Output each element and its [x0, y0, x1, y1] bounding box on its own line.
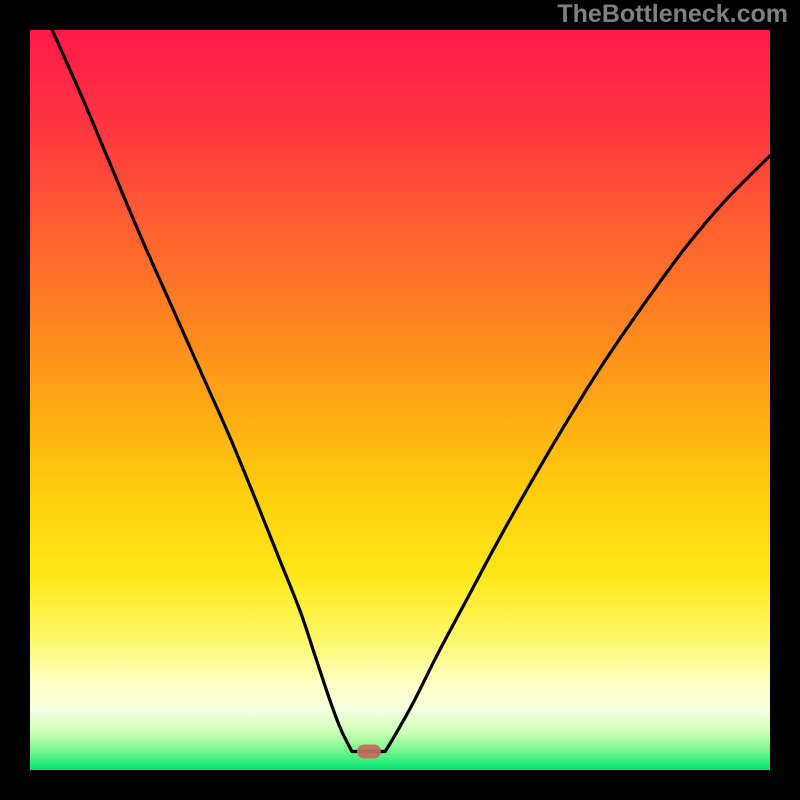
- chart-container: TheBottleneck.com: [0, 0, 800, 800]
- gradient-plot-area: [30, 30, 770, 770]
- optimum-marker: [357, 745, 381, 759]
- watermark-text: TheBottleneck.com: [557, 0, 788, 29]
- bottleneck-chart: [0, 0, 800, 800]
